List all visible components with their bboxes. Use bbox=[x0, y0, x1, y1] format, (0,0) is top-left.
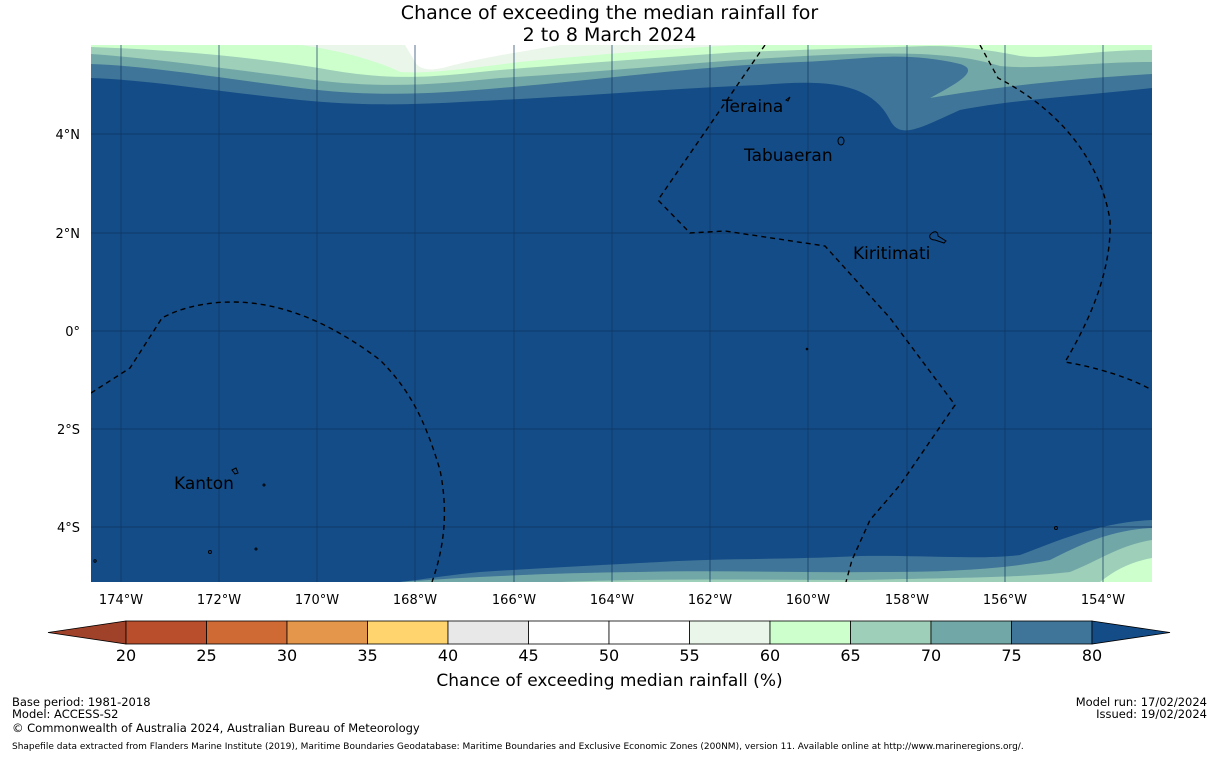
lon-label: 154°W bbox=[1081, 593, 1125, 608]
lat-label: 4°N bbox=[56, 128, 81, 143]
colorbar-segment bbox=[769, 620, 851, 645]
model-run-text: Model run: 17/02/2024 bbox=[1075, 695, 1207, 709]
issued-text: Issued: 19/02/2024 bbox=[1096, 707, 1207, 721]
colorbar-segment bbox=[1011, 620, 1093, 645]
eez-boundaries bbox=[91, 45, 1152, 582]
colorbar-label: Chance of exceeding median rainfall (%) bbox=[436, 671, 783, 691]
colorbar-extend-low bbox=[47, 620, 127, 645]
lat-label: 2°S bbox=[57, 423, 80, 438]
islands bbox=[93, 96, 1058, 563]
lat-label: 2°N bbox=[56, 227, 81, 242]
lon-label: 162°W bbox=[688, 593, 732, 608]
colorbar-tick-label: 35 bbox=[357, 646, 377, 665]
colorbar-segment bbox=[206, 620, 288, 645]
colorbar-tick-label: 75 bbox=[1001, 646, 1021, 665]
colorbar-segment bbox=[286, 620, 368, 645]
lon-label: 170°W bbox=[295, 593, 339, 608]
map-area bbox=[91, 45, 1152, 582]
colorbar: 20 25 30 35 40 45 50 55 60 65 70 75 80 bbox=[47, 620, 1171, 665]
colorbar-segment bbox=[528, 620, 610, 645]
lon-label: 172°W bbox=[197, 593, 241, 608]
latitude-labels: 4°N 2°N 0° 2°S 4°S bbox=[56, 128, 81, 536]
colorbar-tick-label: 40 bbox=[438, 646, 458, 665]
map-title-line1: Chance of exceeding the median rainfall … bbox=[400, 2, 819, 24]
colorbar-tick-label: 80 bbox=[1082, 646, 1102, 665]
colorbar-tick-label: 45 bbox=[518, 646, 538, 665]
copyright-text: © Commonwealth of Australia 2024, Austra… bbox=[12, 721, 420, 735]
base-period-text: Base period: 1981-2018 bbox=[12, 695, 151, 709]
colorbar-tick-label: 30 bbox=[277, 646, 297, 665]
colorbar-segment bbox=[367, 620, 449, 645]
lon-label: 166°W bbox=[492, 593, 536, 608]
colorbar-tick-label: 20 bbox=[116, 646, 136, 665]
colorbar-segments bbox=[125, 620, 1093, 645]
lon-label: 160°W bbox=[786, 593, 830, 608]
colorbar-segment bbox=[608, 620, 690, 645]
place-teraina: Teraina bbox=[721, 97, 783, 117]
shapefile-credit: Shapefile data extracted from Flanders M… bbox=[12, 742, 1024, 752]
colorbar-tick-label: 65 bbox=[840, 646, 860, 665]
colorbar-tick-label: 60 bbox=[760, 646, 780, 665]
place-tabuaeran: Tabuaeran bbox=[743, 146, 833, 166]
model-text: Model: ACCESS-S2 bbox=[12, 707, 119, 721]
colorbar-segment bbox=[930, 620, 1012, 645]
colorbar-tick-label: 25 bbox=[196, 646, 216, 665]
colorbar-tick-label: 55 bbox=[679, 646, 699, 665]
lat-label: 4°S bbox=[57, 521, 80, 536]
map-title-line2: 2 to 8 March 2024 bbox=[522, 24, 697, 46]
lon-label: 168°W bbox=[393, 593, 437, 608]
colorbar-tick-label: 50 bbox=[599, 646, 619, 665]
lon-label: 164°W bbox=[590, 593, 634, 608]
colorbar-segment bbox=[447, 620, 529, 645]
colorbar-tick-labels: 20 25 30 35 40 45 50 55 60 65 70 75 80 bbox=[116, 646, 1102, 665]
place-kiritimati: Kiritimati bbox=[853, 244, 930, 264]
place-kanton: Kanton bbox=[174, 474, 234, 494]
colorbar-tick-label: 70 bbox=[921, 646, 941, 665]
longitude-labels: 174°W 172°W 170°W 168°W 166°W 164°W 162°… bbox=[99, 593, 1125, 608]
lon-label: 158°W bbox=[885, 593, 929, 608]
colorbar-segment bbox=[125, 620, 207, 645]
colorbar-extend-high bbox=[1091, 620, 1171, 645]
lat-label: 0° bbox=[65, 325, 80, 340]
lon-label: 174°W bbox=[99, 593, 143, 608]
lon-label: 156°W bbox=[983, 593, 1027, 608]
colorbar-segment bbox=[850, 620, 932, 645]
graticule bbox=[91, 45, 1152, 582]
colorbar-segment bbox=[689, 620, 771, 645]
